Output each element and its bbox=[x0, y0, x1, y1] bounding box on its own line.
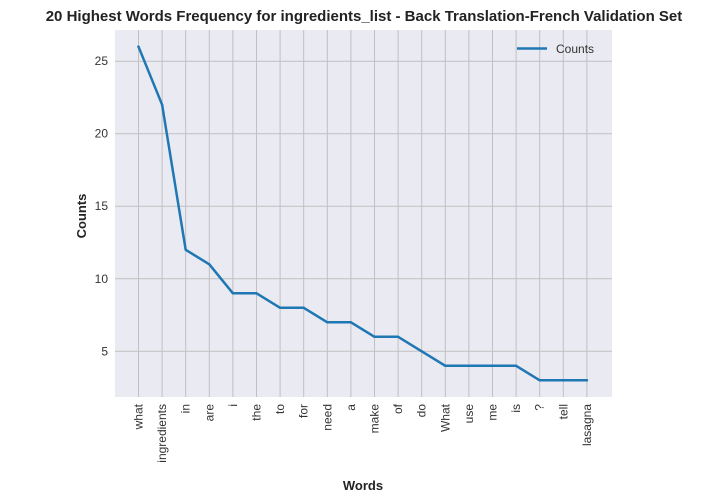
x-tick-label: is bbox=[509, 404, 523, 413]
x-tick-label: ingredients bbox=[155, 404, 169, 463]
x-tick-label: lasagna bbox=[580, 404, 594, 446]
data-point-do bbox=[420, 350, 423, 353]
x-tick-label: what bbox=[132, 403, 146, 430]
x-tick-label: i bbox=[226, 404, 240, 407]
x-tick-label: are bbox=[202, 404, 216, 422]
data-point-in bbox=[184, 248, 187, 251]
data-point-of bbox=[396, 335, 400, 339]
data-point-i bbox=[231, 292, 235, 295]
x-tick-label: tell bbox=[556, 404, 570, 419]
legend: Counts bbox=[517, 42, 594, 56]
x-tick-label: the bbox=[250, 404, 264, 421]
y-tick-label: 25 bbox=[95, 54, 109, 68]
data-point-? bbox=[538, 379, 541, 382]
y-axis-label: Counts bbox=[74, 194, 89, 239]
y-tick-label: 15 bbox=[95, 199, 109, 213]
y-tick-label: 10 bbox=[95, 272, 109, 286]
legend-label-counts: Counts bbox=[556, 42, 594, 56]
x-tick-label: me bbox=[486, 404, 500, 421]
x-tick-label: need bbox=[320, 404, 334, 431]
data-point-use bbox=[467, 364, 471, 368]
x-tick-label: in bbox=[179, 404, 193, 413]
data-point-ingredients bbox=[160, 103, 164, 106]
data-point-to bbox=[278, 306, 282, 309]
chart-title: 20 Highest Words Frequency for ingredien… bbox=[46, 8, 683, 25]
data-point-lasagna bbox=[585, 379, 589, 382]
data-point-make bbox=[373, 335, 376, 339]
y-tick-label: 20 bbox=[95, 127, 109, 141]
x-axis-ticks: what ingredients in are i the to for need a make of… bbox=[132, 403, 594, 462]
x-tick-label: What bbox=[438, 403, 452, 432]
data-point-what bbox=[137, 45, 140, 48]
x-tick-label: do bbox=[415, 404, 429, 418]
x-tick-label: make bbox=[368, 404, 382, 434]
y-axis-ticks: 5 10 15 20 25 bbox=[95, 54, 109, 358]
x-tick-label: use bbox=[462, 404, 476, 424]
data-point-the bbox=[255, 292, 258, 295]
data-point-me bbox=[491, 364, 494, 368]
series-layer bbox=[137, 45, 589, 382]
data-point-are bbox=[208, 263, 211, 266]
data-point-for bbox=[302, 306, 305, 309]
y-tick-label: 5 bbox=[101, 344, 108, 358]
x-tick-label: a bbox=[344, 404, 358, 411]
x-tick-label: for bbox=[297, 404, 311, 418]
data-point-tell bbox=[562, 379, 565, 382]
data-point-What bbox=[444, 364, 447, 368]
x-tick-label: ? bbox=[533, 404, 547, 411]
plot-background bbox=[115, 30, 612, 397]
data-point-is bbox=[514, 364, 518, 368]
data-point-need bbox=[326, 321, 329, 324]
x-tick-label: to bbox=[273, 404, 287, 414]
x-axis-label: Words bbox=[343, 478, 383, 493]
x-tick-label: of bbox=[391, 403, 405, 414]
grid bbox=[115, 30, 612, 397]
series-line-counts bbox=[137, 45, 589, 382]
data-point-a bbox=[349, 321, 353, 324]
